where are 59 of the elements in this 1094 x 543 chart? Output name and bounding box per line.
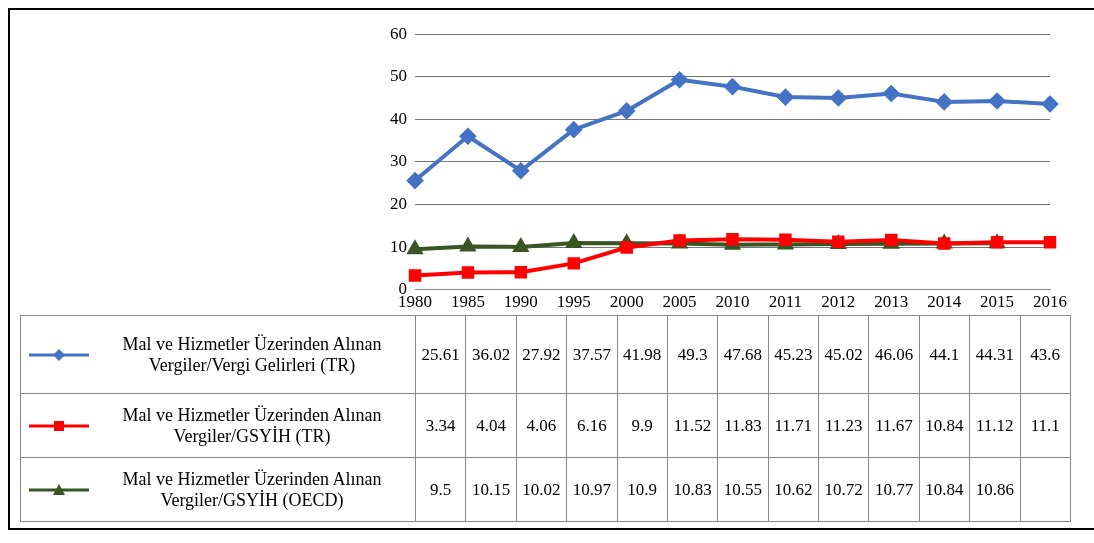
data-label: 25.61 <box>415 315 466 394</box>
data-label: 10.84 <box>919 457 970 522</box>
data-label: 10.02 <box>516 457 567 522</box>
y-tick-label: 30 <box>390 151 407 171</box>
data-label: 46.06 <box>868 315 920 394</box>
data-label: 9.9 <box>617 393 668 458</box>
data-label: 10.15 <box>465 457 517 522</box>
legend-label: Mal ve Hizmetler Üzerinden Alınan Vergiler/GSYİH (OECD) <box>121 468 383 511</box>
data-label: 10.62 <box>768 457 819 522</box>
x-tick-label: 2010 <box>715 292 750 312</box>
data-label: 10.72 <box>818 457 869 522</box>
data-label: 45.02 <box>818 315 869 394</box>
data-label: 10.9 <box>617 457 668 522</box>
data-label: 10.84 <box>919 393 970 458</box>
x-tick-label: 2012 <box>821 292 856 312</box>
x-tick-label: 1995 <box>556 292 591 312</box>
data-label: 9.5 <box>415 457 466 522</box>
x-tick-label: 1985 <box>450 292 485 312</box>
x-tick-label: 2011 <box>768 292 803 312</box>
data-label: 36.02 <box>465 315 517 394</box>
data-label: 37.57 <box>566 315 617 394</box>
data-label: 10.83 <box>667 457 718 522</box>
data-label: 3.34 <box>415 393 466 458</box>
data-label: 47.68 <box>717 315 769 394</box>
data-label: 45.23 <box>768 315 819 394</box>
data-label: 10.77 <box>868 457 920 522</box>
y-tick-label: 20 <box>390 193 407 213</box>
y-tick-label: 60 <box>390 23 407 43</box>
data-label: 11.12 <box>969 393 1020 458</box>
data-label: 4.06 <box>516 393 567 458</box>
data-label: 4.04 <box>465 393 517 458</box>
legend-label: Mal ve Hizmetler Üzerinden Alınan Vergiler/Vergi Gelirleri (TR) <box>121 333 383 376</box>
data-label: 11.1 <box>1020 393 1071 458</box>
x-tick-label: 1990 <box>503 292 538 312</box>
data-label: 41.98 <box>617 315 668 394</box>
data-label: 49.3 <box>667 315 718 394</box>
y-tick-label: 40 <box>390 108 407 128</box>
data-label: 43.6 <box>1020 315 1071 394</box>
x-tick-label: 2013 <box>874 292 909 312</box>
data-label: 10.97 <box>566 457 617 522</box>
data-label: 10.86 <box>969 457 1020 522</box>
y-tick-label: 10 <box>390 236 407 256</box>
x-tick-label: 2014 <box>927 292 962 312</box>
legend-label: Mal ve Hizmetler Üzerinden Alınan Vergiler/GSYİH (TR) <box>121 404 383 447</box>
y-tick-label: 50 <box>390 66 407 86</box>
data-label: 44.31 <box>969 315 1020 394</box>
data-label: 10.55 <box>717 457 769 522</box>
data-label: 11.67 <box>868 393 920 458</box>
data-label: 6.16 <box>566 393 617 458</box>
x-tick-label: 2016 <box>1033 292 1067 312</box>
data-label: 11.71 <box>768 393 819 458</box>
x-tick-label: 2015 <box>980 292 1015 312</box>
data-label: 44.1 <box>919 315 970 394</box>
data-label: 27.92 <box>516 315 567 394</box>
x-tick-label: 2000 <box>609 292 644 312</box>
x-tick-label: 2005 <box>662 292 697 312</box>
data-label: 11.83 <box>717 393 769 458</box>
data-label: 11.23 <box>818 393 869 458</box>
data-label: 11.52 <box>667 393 718 458</box>
